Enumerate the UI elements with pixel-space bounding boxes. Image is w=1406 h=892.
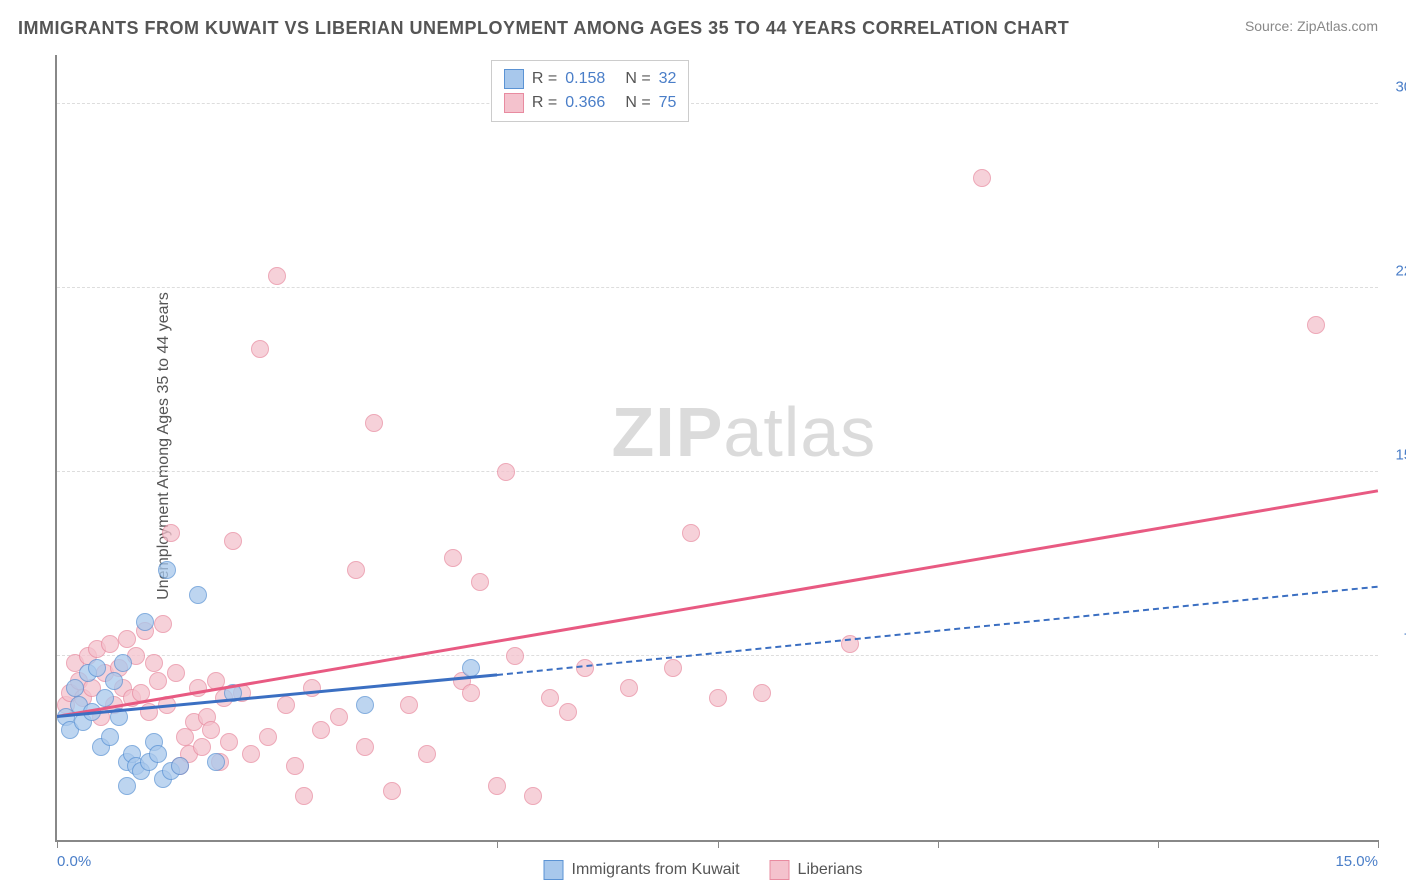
data-point — [220, 733, 238, 751]
data-point — [66, 679, 84, 697]
data-point — [356, 738, 374, 756]
data-point — [576, 659, 594, 677]
data-point — [330, 708, 348, 726]
data-point — [259, 728, 277, 746]
legend-swatch — [504, 93, 524, 113]
legend-swatch — [544, 860, 564, 880]
data-point — [418, 745, 436, 763]
x-tick — [938, 840, 939, 848]
data-point — [149, 672, 167, 690]
data-point — [101, 728, 119, 746]
gridline — [57, 655, 1378, 656]
data-point — [136, 613, 154, 631]
n-label: N = — [625, 91, 650, 115]
legend-bottom: Immigrants from Kuwait Liberians — [544, 860, 863, 880]
legend-label: Immigrants from Kuwait — [572, 861, 740, 879]
r-value: 0.158 — [565, 67, 605, 91]
gridline — [57, 103, 1378, 104]
gridline — [57, 471, 1378, 472]
data-point — [251, 340, 269, 358]
legend-row: R = 0.158 N = 32 — [504, 67, 677, 91]
data-point — [268, 267, 286, 285]
r-label: R = — [532, 67, 557, 91]
data-point — [303, 679, 321, 697]
x-tick — [1378, 840, 1379, 848]
data-point — [365, 414, 383, 432]
data-point — [105, 672, 123, 690]
trend-line-extrapolated — [497, 585, 1378, 675]
x-tick — [1158, 840, 1159, 848]
n-value: 32 — [659, 67, 677, 91]
gridline — [57, 287, 1378, 288]
data-point — [462, 684, 480, 702]
data-point — [541, 689, 559, 707]
data-point — [709, 689, 727, 707]
data-point — [664, 659, 682, 677]
data-point — [189, 586, 207, 604]
correlation-legend: R = 0.158 N = 32 R = 0.366 N = 75 — [491, 60, 690, 122]
data-point — [682, 524, 700, 542]
data-point — [524, 787, 542, 805]
data-point — [347, 561, 365, 579]
n-label: N = — [625, 67, 650, 91]
x-tick-label: 0.0% — [57, 853, 91, 870]
x-tick — [497, 840, 498, 848]
data-point — [383, 782, 401, 800]
legend-label: Liberians — [798, 861, 863, 879]
data-point — [471, 573, 489, 591]
data-point — [145, 654, 163, 672]
data-point — [277, 696, 295, 714]
data-point — [158, 561, 176, 579]
data-point — [242, 745, 260, 763]
r-value: 0.366 — [565, 91, 605, 115]
legend-item: Immigrants from Kuwait — [544, 860, 740, 880]
source-attribution: Source: ZipAtlas.com — [1245, 18, 1378, 34]
data-point — [497, 463, 515, 481]
y-tick-label: 15.0% — [1395, 447, 1406, 464]
n-value: 75 — [659, 91, 677, 115]
data-point — [295, 787, 313, 805]
data-point — [559, 703, 577, 721]
data-point — [1307, 316, 1325, 334]
data-point — [154, 615, 172, 633]
legend-swatch — [770, 860, 790, 880]
data-point — [224, 532, 242, 550]
data-point — [312, 721, 330, 739]
data-point — [88, 659, 106, 677]
trend-line — [57, 489, 1378, 717]
y-tick-label: 22.5% — [1395, 263, 1406, 280]
legend-row: R = 0.366 N = 75 — [504, 91, 677, 115]
data-point — [488, 777, 506, 795]
legend-swatch — [504, 69, 524, 89]
data-point — [162, 524, 180, 542]
data-point — [118, 777, 136, 795]
y-tick-label: 30.0% — [1395, 79, 1406, 96]
data-point — [356, 696, 374, 714]
data-point — [753, 684, 771, 702]
data-point — [101, 635, 119, 653]
data-point — [167, 664, 185, 682]
data-point — [400, 696, 418, 714]
data-point — [96, 689, 114, 707]
scatter-plot-area: ZIPatlas 7.5%15.0%22.5%30.0%0.0%15.0% — [55, 55, 1378, 842]
watermark: ZIPatlas — [612, 392, 877, 472]
data-point — [444, 549, 462, 567]
x-tick — [57, 840, 58, 848]
data-point — [202, 721, 220, 739]
data-point — [973, 169, 991, 187]
data-point — [171, 757, 189, 775]
r-label: R = — [532, 91, 557, 115]
data-point — [286, 757, 304, 775]
x-tick — [718, 840, 719, 848]
data-point — [118, 630, 136, 648]
chart-title: IMMIGRANTS FROM KUWAIT VS LIBERIAN UNEMP… — [18, 18, 1069, 39]
data-point — [207, 753, 225, 771]
legend-item: Liberians — [770, 860, 863, 880]
data-point — [149, 745, 167, 763]
x-tick-label: 15.0% — [1335, 853, 1378, 870]
data-point — [620, 679, 638, 697]
data-point — [114, 654, 132, 672]
data-point — [193, 738, 211, 756]
data-point — [506, 647, 524, 665]
